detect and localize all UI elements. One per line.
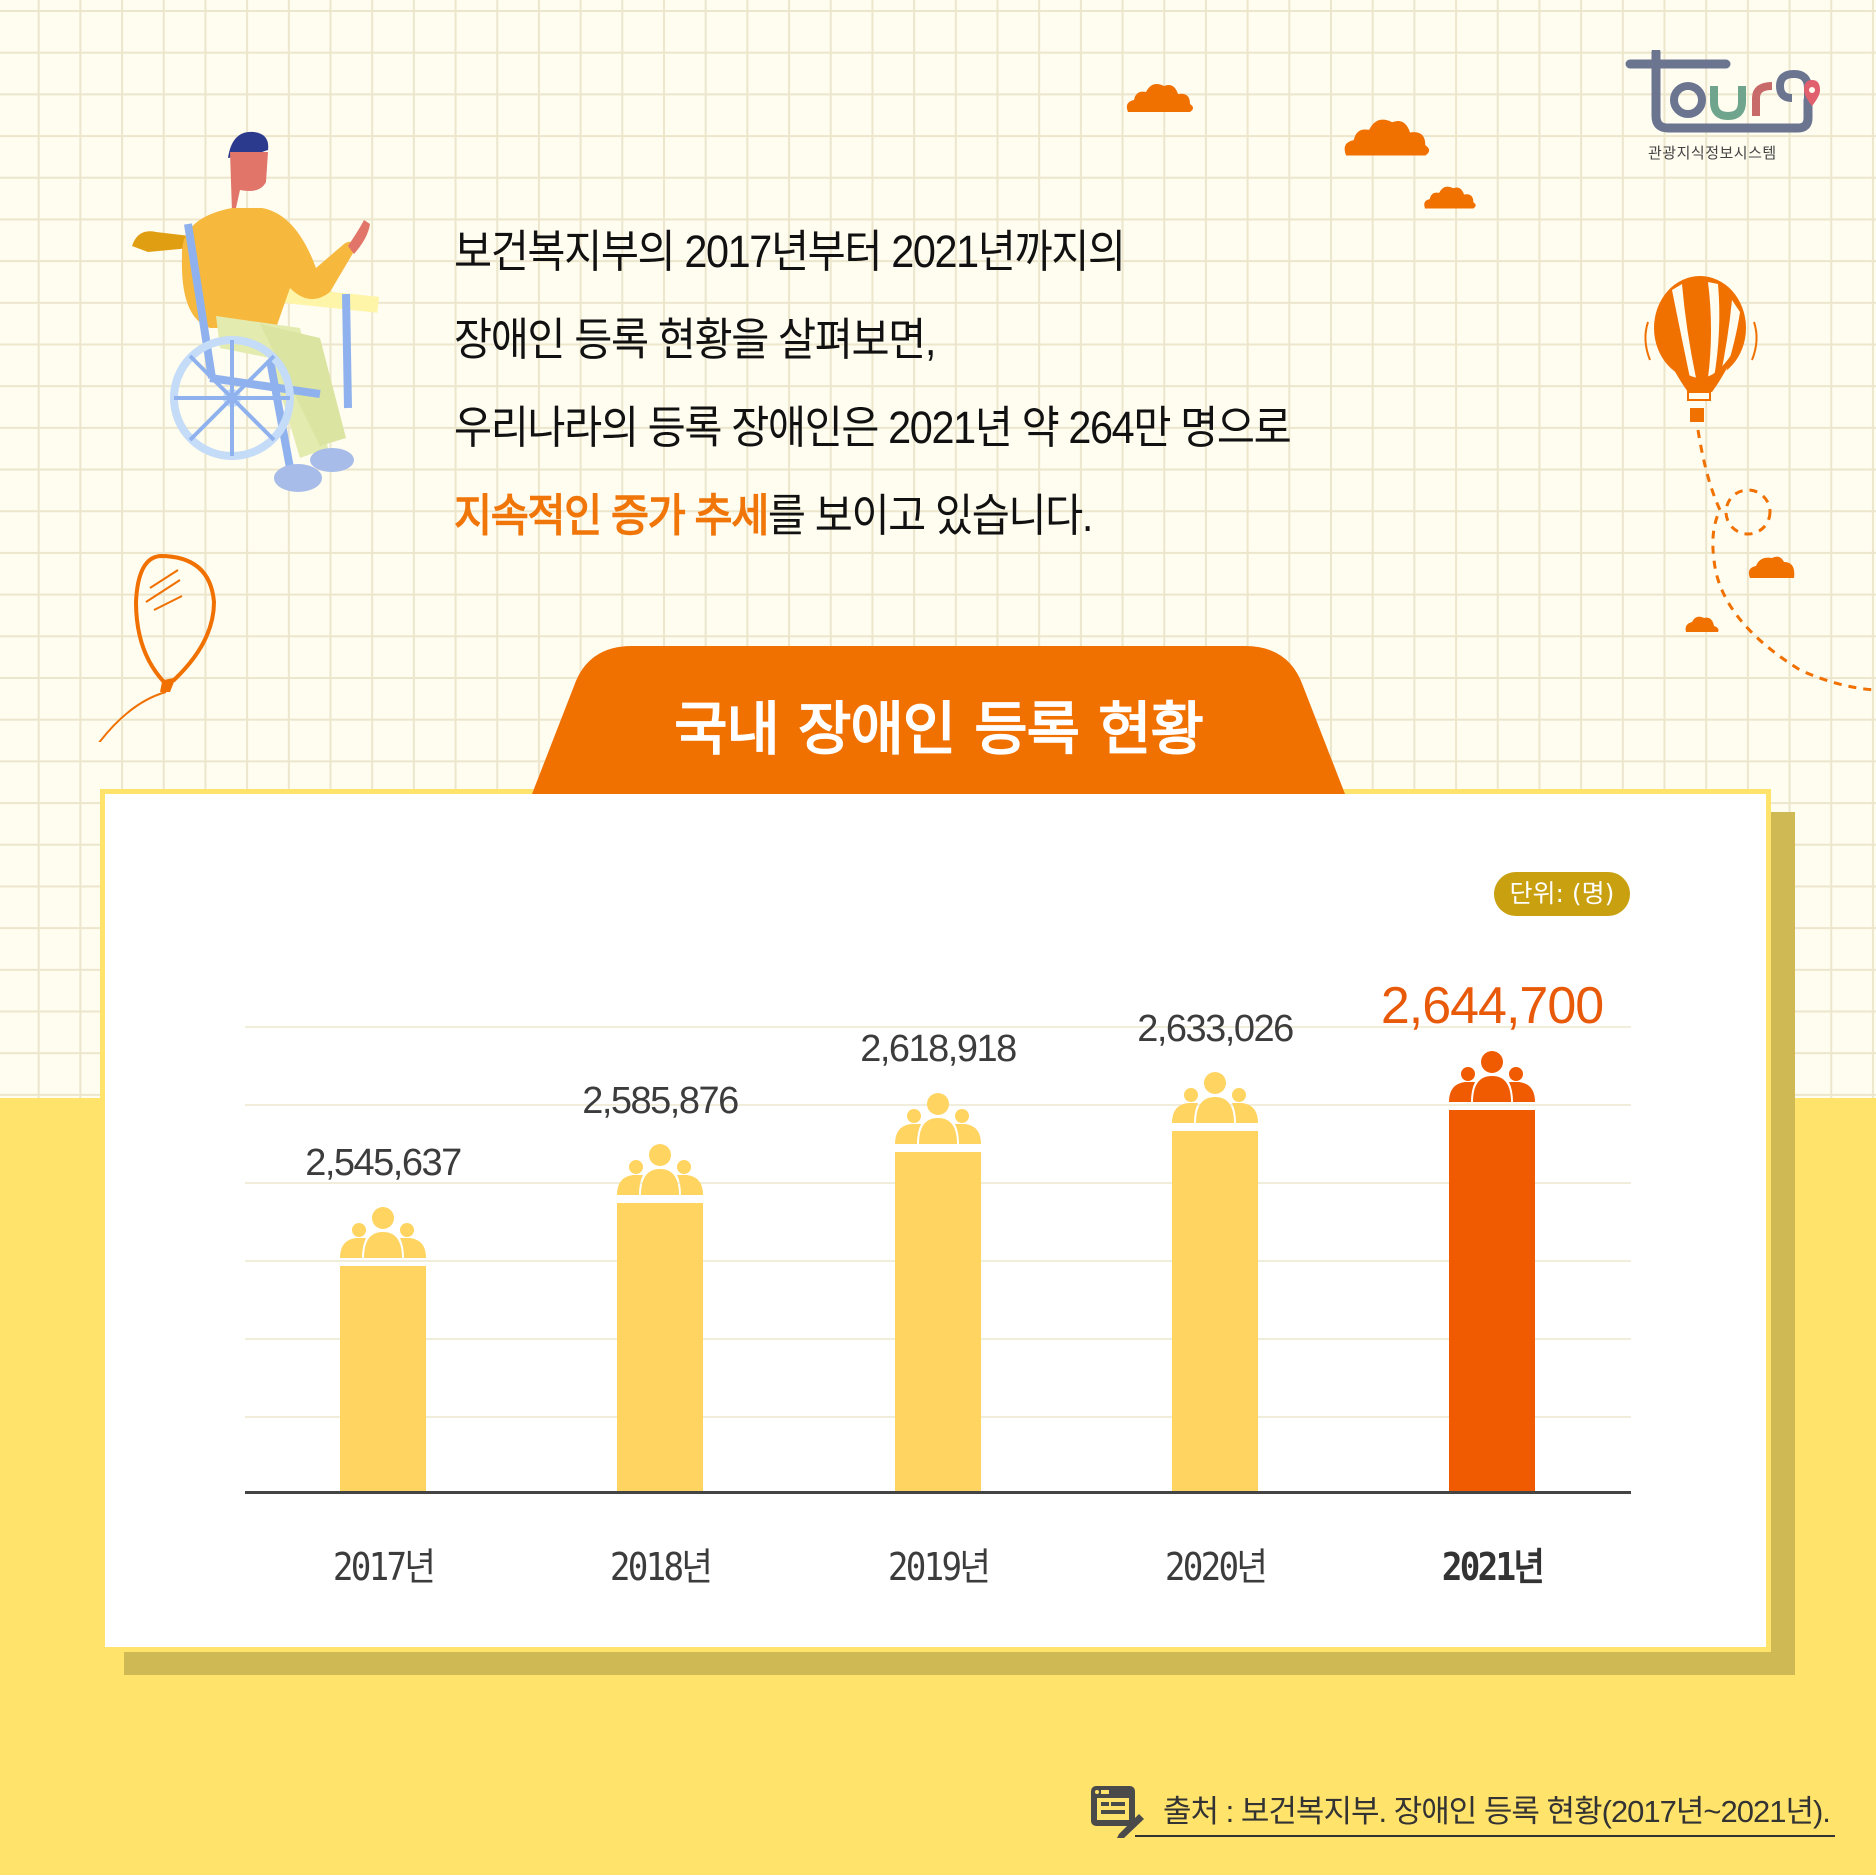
bar-value-label: 2,633,026 bbox=[1137, 1008, 1294, 1050]
balloon-icon bbox=[98, 553, 217, 742]
cloud-icon bbox=[1126, 84, 1193, 112]
people-group-icon bbox=[1172, 1072, 1258, 1123]
bar-value-label: 2,618,918 bbox=[860, 1028, 1017, 1070]
x-axis-label: 2017년 bbox=[332, 1545, 436, 1589]
intro-line: 지속적인 증가 추세를 보이고 있습니다. bbox=[454, 472, 1374, 560]
bar-value-label-highlight: 2,644,700 bbox=[1380, 977, 1604, 1035]
intro-line: 보건복지부의 2017년부터 2021년까지의 bbox=[454, 226, 1126, 277]
unit-badge: 단위: (명) bbox=[1494, 872, 1630, 916]
people-group-icon bbox=[895, 1093, 981, 1144]
source-citation: 출처 : 보건복지부. 장애인 등록 현황(2017년~2021년). bbox=[1085, 1780, 1835, 1840]
source-underline bbox=[1135, 1835, 1835, 1837]
bar-value-label: 2,585,876 bbox=[582, 1080, 739, 1122]
x-axis-line bbox=[245, 1491, 1631, 1494]
chart-title: 국내 장애인 등록 현황 bbox=[674, 695, 1204, 763]
intro-line: 장애인 등록 현황을 살펴보면, bbox=[454, 314, 936, 365]
cloud-icon bbox=[1344, 119, 1430, 156]
bar-2020 bbox=[1172, 1131, 1258, 1492]
bar-2018 bbox=[617, 1203, 703, 1492]
bar-2021 bbox=[1449, 1110, 1535, 1492]
logo-subtitle: 관광지식정보시스템 bbox=[1648, 144, 1777, 162]
people-group-icon bbox=[340, 1207, 426, 1258]
bar-2019 bbox=[895, 1152, 981, 1492]
intro-line: 우리나라의 등록 장애인은 2021년 약 264만 명으로 bbox=[454, 402, 1292, 453]
intro-line-rest: 를 보이고 있습니다. bbox=[767, 490, 1093, 541]
intro-highlight: 지속적인 증가 추세 bbox=[454, 490, 769, 541]
source-text: 출처 : 보건복지부. 장애인 등록 현황(2017년~2021년). bbox=[1163, 1794, 1831, 1829]
x-axis-label: 2018년 bbox=[609, 1545, 713, 1589]
cloud-icon bbox=[1424, 186, 1476, 209]
people-group-icon bbox=[617, 1144, 703, 1195]
x-axis-label-highlight: 2021년 bbox=[1441, 1545, 1545, 1589]
gridline bbox=[245, 1026, 1631, 1028]
hot-air-balloon-icon bbox=[1644, 276, 1876, 692]
bar-value-label: 2,545,637 bbox=[305, 1142, 462, 1184]
x-axis-label: 2019년 bbox=[887, 1545, 991, 1589]
intro-paragraph: 보건복지부의 2017년부터 2021년까지의 장애인 등록 현황을 살펴보면,… bbox=[454, 208, 1454, 560]
document-pen-icon bbox=[1091, 1786, 1144, 1838]
bar-2017 bbox=[340, 1266, 426, 1492]
chart-title-tab bbox=[532, 646, 1345, 794]
x-axis-label: 2020년 bbox=[1164, 1545, 1268, 1589]
wheelchair-person-illustration bbox=[132, 131, 380, 492]
people-group-icon bbox=[1449, 1051, 1535, 1102]
tourg-logo bbox=[1625, 50, 1820, 133]
